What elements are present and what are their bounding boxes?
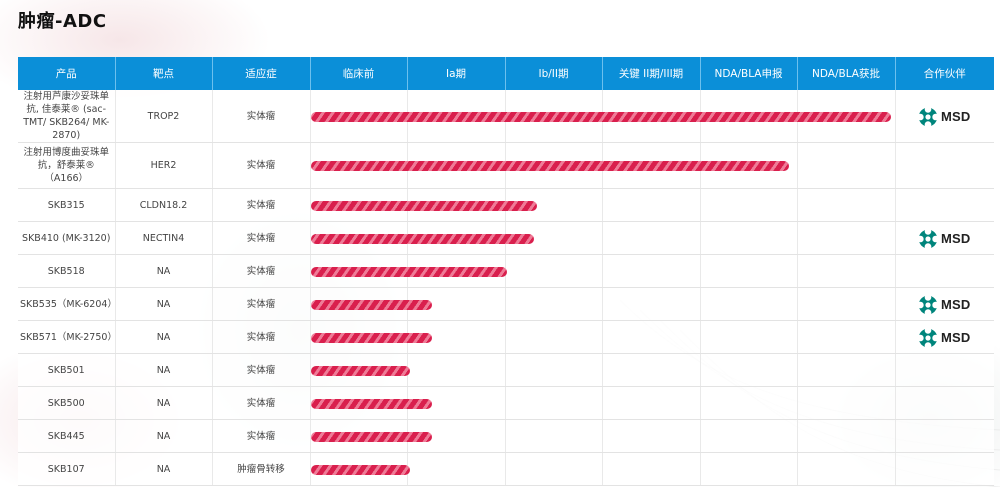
product-cell: SKB107 [18, 452, 116, 486]
header-indication: 适应症 [212, 57, 311, 90]
table-row: SKB535（MK-6204） NA 实体瘤 [18, 287, 994, 321]
header-partner: 合作伙伴 [895, 57, 994, 90]
table-header-row: 产品 靶点 适应症 临床前 Ia期 Ib/II期 关键 II期/III期 NDA… [18, 57, 994, 90]
stage-progress-bar [311, 299, 432, 310]
indication-cell: 实体瘤 [212, 90, 311, 143]
target-cell: NA [115, 386, 213, 420]
partner-logo: MSD [918, 294, 978, 315]
partner-name: MSD [941, 297, 971, 312]
msd-logo-icon [918, 228, 938, 249]
msd-logo-icon [918, 106, 938, 127]
target-cell: NA [115, 254, 213, 288]
header-phase-ib-ii: Ib/II期 [505, 57, 603, 90]
indication-cell: 实体瘤 [212, 287, 311, 321]
table-row: SKB315 CLDN18.2 实体瘤 [18, 188, 994, 222]
page-title: 肿瘤-ADC [18, 11, 107, 32]
product-cell: SKB445 [18, 419, 116, 453]
indication-cell: 实体瘤 [212, 386, 311, 420]
msd-logo-icon [918, 327, 938, 348]
target-cell: NA [115, 320, 213, 354]
target-cell: NA [115, 287, 213, 321]
header-target: 靶点 [115, 57, 213, 90]
partner-logo: MSD [918, 228, 978, 249]
indication-cell: 实体瘤 [212, 221, 311, 255]
header-pivotal: 关键 II期/III期 [602, 57, 701, 90]
target-cell: NA [115, 419, 213, 453]
target-cell: TROP2 [115, 90, 213, 143]
product-cell: SKB518 [18, 254, 116, 288]
product-cell: SKB410 (MK-3120) [18, 221, 116, 255]
indication-cell: 实体瘤 [212, 142, 311, 189]
table-row: SKB500 NA 实体瘤 [18, 386, 994, 420]
partner-logo: MSD [918, 327, 978, 348]
stage-progress-bar [311, 266, 507, 277]
table-row: SKB445 NA 实体瘤 [18, 419, 994, 453]
stage-progress-bar [311, 431, 432, 442]
header-product: 产品 [18, 57, 116, 90]
indication-cell: 实体瘤 [212, 353, 311, 387]
partner-logo: MSD [918, 106, 978, 127]
product-cell: SKB501 [18, 353, 116, 387]
partner-name: MSD [941, 231, 971, 246]
table-row: SKB571（MK-2750） NA 实体瘤 [18, 320, 994, 354]
target-cell: NA [115, 452, 213, 486]
indication-cell: 实体瘤 [212, 254, 311, 288]
header-nda-approval: NDA/BLA获批 [797, 57, 896, 90]
stage-progress-bar [311, 365, 410, 376]
indication-cell: 实体瘤 [212, 188, 311, 222]
partner-name: MSD [941, 330, 971, 345]
product-cell: 注射用博度曲妥珠单抗，舒泰莱® （A166） [18, 142, 116, 189]
target-cell: HER2 [115, 142, 213, 189]
product-cell: 注射用芦康沙妥珠单抗, 佳泰莱® (sac-TMT/ SKB264/ MK-28… [18, 90, 116, 143]
indication-cell: 实体瘤 [212, 320, 311, 354]
stage-progress-bar [311, 111, 891, 122]
target-cell: NA [115, 353, 213, 387]
stage-progress-bar [311, 398, 432, 409]
table-row: SKB107 NA 肿瘤骨转移 [18, 452, 994, 486]
stage-progress-bar [311, 161, 789, 171]
partner-name: MSD [941, 109, 971, 124]
target-cell: NECTIN4 [115, 221, 213, 255]
product-cell: SKB500 [18, 386, 116, 420]
table-row: SKB501 NA 实体瘤 [18, 353, 994, 387]
header-preclinical: 临床前 [310, 57, 408, 90]
msd-logo-icon [918, 294, 938, 315]
stage-progress-bar [311, 200, 537, 211]
indication-cell: 实体瘤 [212, 419, 311, 453]
product-cell: SKB315 [18, 188, 116, 222]
product-cell: SKB571（MK-2750） [18, 320, 117, 354]
indication-cell: 肿瘤骨转移 [212, 452, 311, 486]
stage-progress-bar [311, 464, 410, 475]
stage-progress-bar [311, 332, 432, 343]
header-phase-ia: Ia期 [407, 57, 506, 90]
target-cell: CLDN18.2 [115, 188, 213, 222]
product-cell: SKB535（MK-6204） [18, 287, 117, 321]
stage-progress-bar [311, 233, 534, 244]
header-nda-filing: NDA/BLA申报 [700, 57, 798, 90]
